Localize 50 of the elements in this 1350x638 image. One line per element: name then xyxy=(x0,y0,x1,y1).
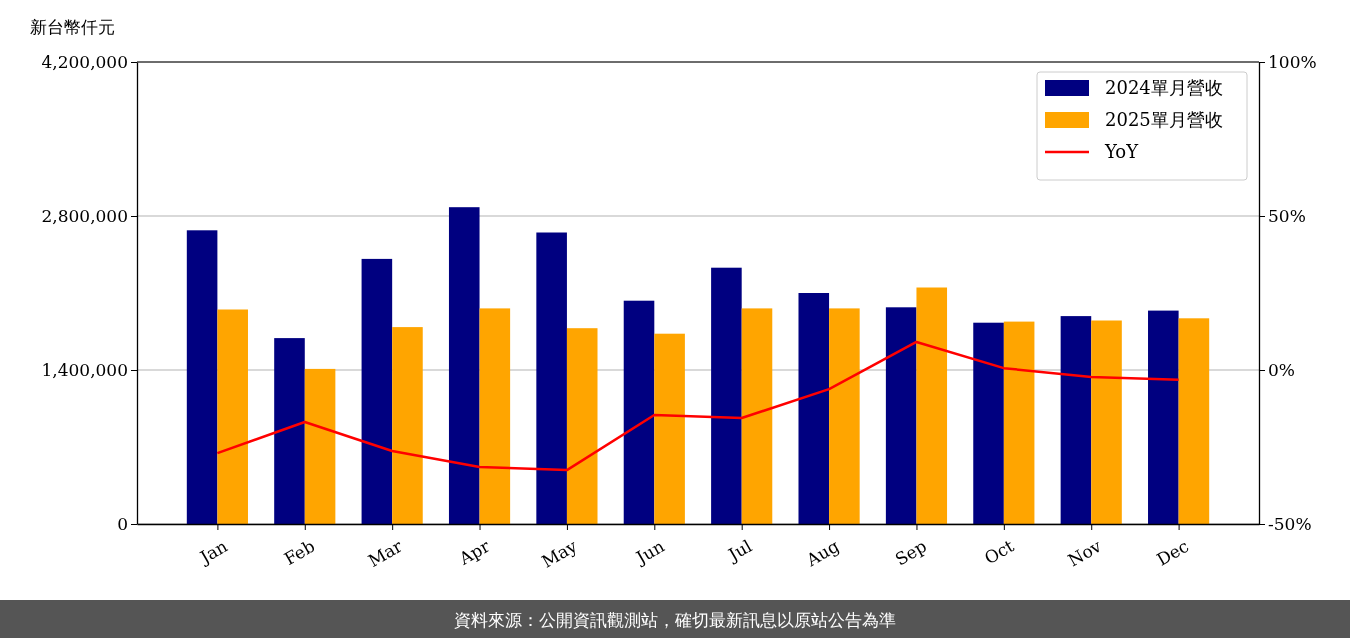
y2-tick-label: 0% xyxy=(1268,359,1295,380)
bar xyxy=(829,308,860,524)
bar xyxy=(1178,318,1210,524)
y-axis-title: 新台幣仟元 xyxy=(30,17,115,37)
x-tick-label: May xyxy=(538,535,581,572)
x-tick-label: Feb xyxy=(280,535,319,570)
bar xyxy=(448,207,480,524)
bar xyxy=(885,307,917,524)
bar xyxy=(654,333,685,524)
x-tick-label: Jan xyxy=(194,535,231,569)
legend-label: YoY xyxy=(1104,141,1140,162)
x-tick-label: Jun xyxy=(631,535,668,569)
x-tick-label: Oct xyxy=(981,535,1018,569)
y-tick-label: 0 xyxy=(117,513,128,534)
y2-tick-label: 50% xyxy=(1268,205,1306,226)
bar xyxy=(1003,321,1035,524)
bar xyxy=(973,322,1004,524)
source-note: 資料來源：公開資訊觀測站，確切最新訊息以原站公告為準 xyxy=(454,610,896,630)
x-tick-label: Apr xyxy=(454,535,494,570)
y2-tick-label: -50% xyxy=(1268,513,1312,534)
x-tick-label: Sep xyxy=(891,535,930,570)
bar xyxy=(274,338,305,524)
bar xyxy=(479,308,511,524)
bar xyxy=(1091,320,1122,524)
bar xyxy=(1060,316,1092,524)
x-tick-label: Jul xyxy=(723,535,756,566)
y2-tick-label: 100% xyxy=(1268,51,1317,72)
bar xyxy=(566,328,598,524)
y-tick-label: 2,800,000 xyxy=(41,205,128,226)
line-series xyxy=(216,340,1180,472)
bar xyxy=(798,293,830,524)
bar xyxy=(304,368,336,524)
x-tick-label: Nov xyxy=(1064,535,1105,571)
bar xyxy=(186,230,218,524)
bar xyxy=(623,300,655,524)
bar xyxy=(361,258,393,524)
x-tick-label: Mar xyxy=(364,535,407,571)
x-tick-label: Aug xyxy=(802,535,843,571)
bar xyxy=(1148,310,1179,524)
legend-label: 2025單月營收 xyxy=(1105,109,1223,130)
bar xyxy=(711,267,742,524)
bar xyxy=(217,309,248,524)
y-tick-label: 4,200,000 xyxy=(41,51,128,72)
x-tick-label: Dec xyxy=(1153,535,1193,570)
bar xyxy=(536,232,567,524)
bar xyxy=(392,327,423,524)
bar xyxy=(916,287,948,524)
legend-label: 2024單月營收 xyxy=(1105,77,1223,98)
bar xyxy=(741,308,773,524)
y-tick-label: 1,400,000 xyxy=(41,359,128,380)
